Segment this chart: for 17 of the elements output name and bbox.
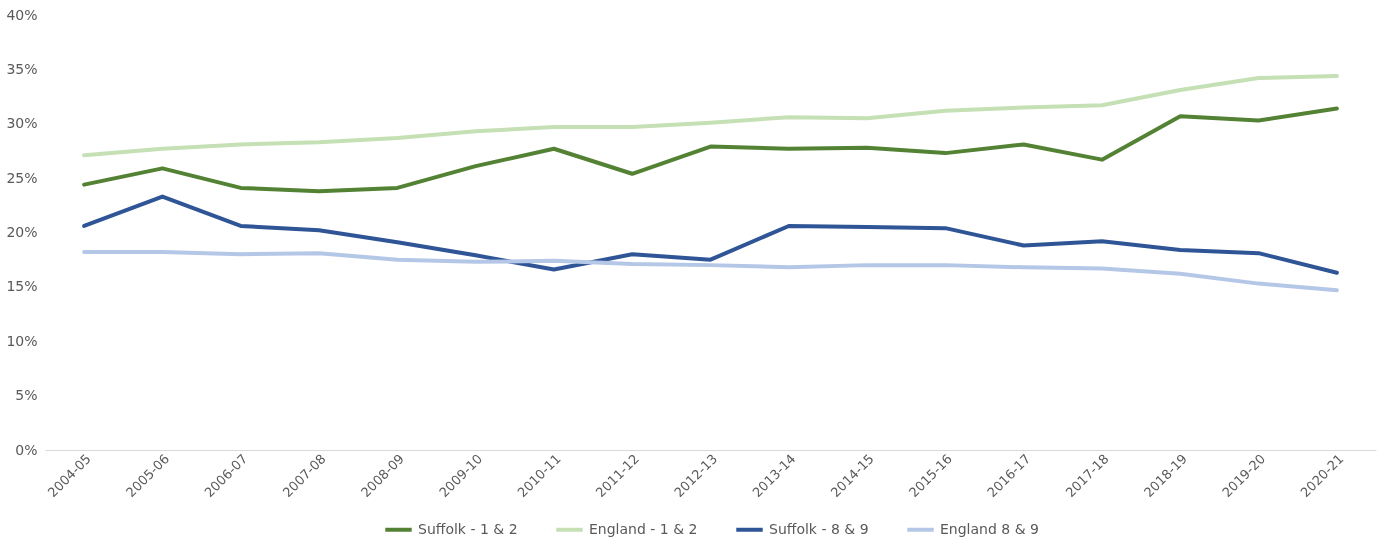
legend-label: Suffolk - 8 & 9 bbox=[769, 520, 869, 537]
legend-label: England - 1 & 2 bbox=[589, 520, 698, 537]
legend-label: Suffolk - 1 & 2 bbox=[418, 520, 518, 537]
y-tick-label: 5% bbox=[15, 387, 38, 404]
y-tick-label: 20% bbox=[6, 224, 38, 240]
line-series bbox=[82, 194, 1339, 275]
y-tick-label: 10% bbox=[6, 332, 38, 349]
y-tick-label: 35% bbox=[6, 60, 38, 77]
line-series bbox=[82, 73, 1339, 158]
y-tick-label: 30% bbox=[6, 115, 38, 132]
y-tick-label: 40% bbox=[6, 6, 38, 23]
line-series bbox=[82, 106, 1339, 194]
y-tick-label: 0% bbox=[15, 441, 38, 458]
y-tick-label: 25% bbox=[6, 169, 38, 186]
legend-label: England 8 & 9 bbox=[940, 520, 1039, 537]
y-tick-label: 15% bbox=[6, 278, 38, 295]
line-series bbox=[82, 250, 1339, 293]
